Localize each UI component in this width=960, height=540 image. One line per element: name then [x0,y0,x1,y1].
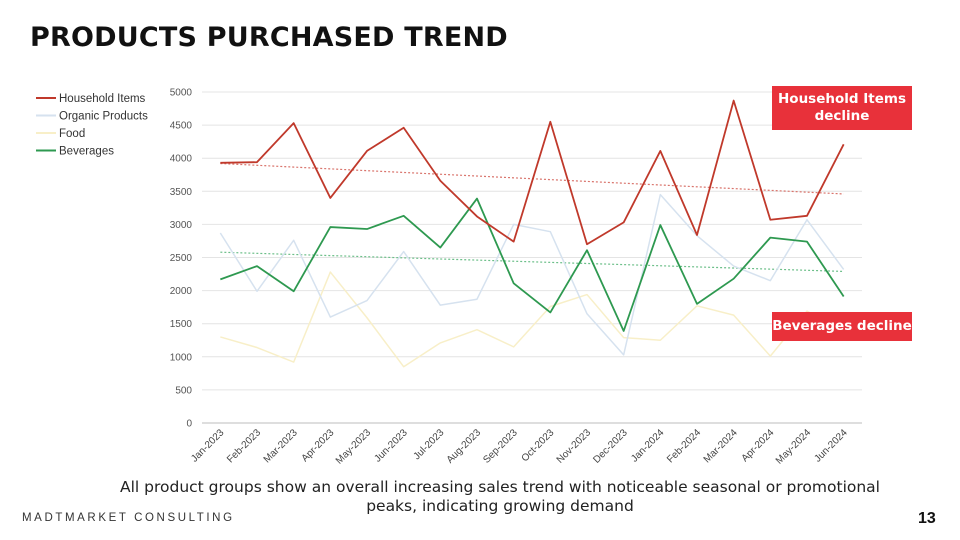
x-tick-label: Jul-2023 [412,427,447,462]
y-tick-label: 3000 [170,220,193,231]
x-tick-label: Dec-2023 [591,427,630,466]
y-tick-label: 0 [186,419,192,430]
series-line-household-items [220,99,845,246]
x-tick-label: Nov-2023 [555,427,594,466]
x-tick-label: Feb-2024 [665,427,703,465]
beverages-decline-callout: Beverages decline [772,312,912,341]
x-tick-label: May-2024 [774,427,814,467]
brand-name: MADTMARKET CONSULTING [22,512,235,524]
x-tick-label: Aug-2023 [445,427,484,466]
y-tick-label: 1000 [170,352,193,363]
x-tick-label: Jun-2023 [373,427,411,465]
y-tick-label: 2000 [170,286,193,297]
legend-label: Organic Products [59,111,148,123]
x-tick-label: Apr-2023 [300,427,337,464]
line-chart: 0 500 1000 1500 2000 2500 3000 3500 4000 4500 5000… [36,88,862,467]
series-line-organic-products [219,193,845,356]
y-axis-ticks: 0 500 1000 1500 2000 2500 3000 3500 4000 4500 5000 [170,88,193,430]
x-tick-label: Mar-2023 [262,427,300,465]
y-tick-label: 5000 [170,88,193,99]
y-tick-label: 2500 [170,253,193,264]
x-tick-label: Oct-2023 [520,427,557,464]
legend-label: Beverages [59,146,114,158]
page-number: 13 [918,510,936,527]
legend-label: Food [59,128,85,140]
y-tick-label: 4000 [170,154,193,165]
x-tick-label: Apr-2024 [740,427,777,464]
slide-title: PRODUCTS PURCHASED TREND [30,22,508,53]
legend-label: Household Items [59,93,146,105]
legend: Household Items Organic Products Food Bever… [36,93,148,158]
household-decline-callout: Household Items decline [772,86,912,130]
y-tick-label: 1500 [170,319,193,330]
y-tick-label: 500 [175,385,192,396]
x-tick-label: Jun-2024 [813,427,851,465]
series-lines [219,99,845,368]
x-tick-label: Jan-2023 [189,427,227,465]
x-tick-label: Mar-2024 [702,427,740,465]
slide-caption: All product groups show an overall incre… [120,478,880,515]
y-tick-label: 3500 [170,187,193,198]
series-line-beverages [220,197,845,332]
x-tick-label: Feb-2023 [225,427,263,465]
x-tick-label: Jan-2024 [629,427,667,465]
grid-layer [202,91,862,424]
x-tick-label: May-2023 [334,427,374,467]
series-line-food [220,271,845,368]
x-tick-label: Sep-2023 [481,427,520,466]
y-tick-label: 4500 [170,121,193,132]
